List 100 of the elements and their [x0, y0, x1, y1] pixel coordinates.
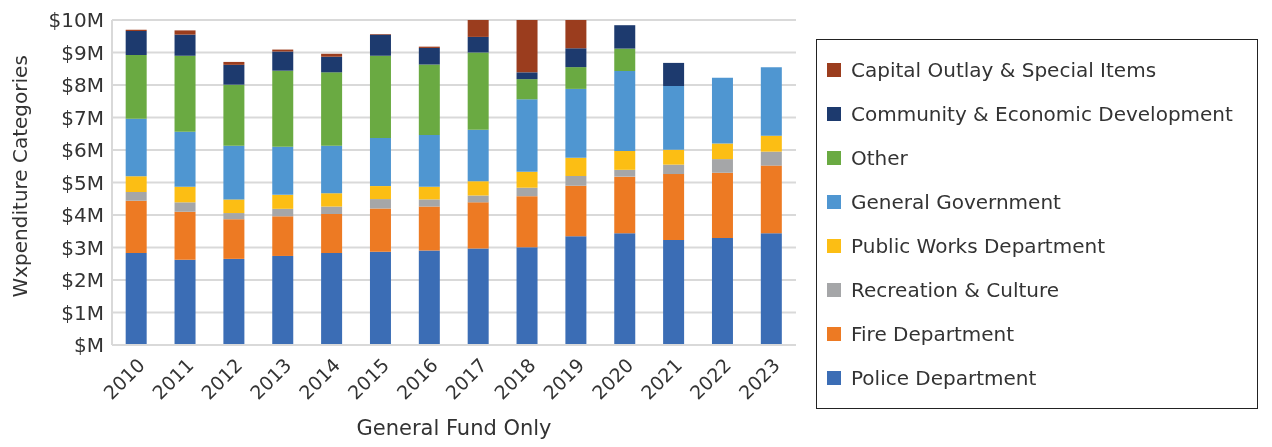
bar: [663, 62, 685, 86]
bar: [663, 240, 685, 345]
y-tick-label: $6M: [61, 138, 104, 163]
bar: [467, 129, 489, 182]
legend-label: Community & Economic Development: [851, 101, 1233, 126]
bar: [516, 99, 538, 172]
bar: [369, 199, 391, 209]
bar: [614, 71, 636, 151]
bar: [760, 151, 782, 166]
bar: [467, 36, 489, 53]
bar: [565, 67, 587, 89]
bar: [467, 181, 489, 196]
bar: [663, 149, 685, 165]
bar: [223, 84, 245, 146]
y-tick-label: $2M: [61, 268, 104, 293]
bar: [272, 255, 294, 345]
bar: [760, 67, 782, 136]
bar: [516, 171, 538, 188]
bar: [223, 61, 245, 65]
bar: [516, 196, 538, 248]
bar: [174, 259, 196, 345]
bar: [614, 150, 636, 170]
bar: [760, 135, 782, 152]
bar: [711, 238, 733, 345]
bar: [125, 118, 147, 177]
bar: [418, 186, 440, 200]
bar: [467, 20, 489, 37]
bar: [516, 79, 538, 100]
bar: [516, 72, 538, 80]
bar: [321, 206, 343, 215]
legend-label: Recreation & Culture: [851, 277, 1060, 302]
bar: [467, 52, 489, 130]
bar: [369, 186, 391, 200]
bar: [125, 253, 147, 345]
bar: [272, 208, 294, 217]
bar: [272, 70, 294, 147]
bar: [711, 159, 733, 173]
bar: [711, 77, 733, 144]
bar: [418, 250, 440, 345]
bar: [711, 172, 733, 239]
y-tick-label: $10M: [48, 8, 104, 33]
bar: [418, 206, 440, 251]
bar: [369, 137, 391, 187]
bar: [467, 248, 489, 345]
legend-label: Police Department: [851, 365, 1037, 390]
legend-label: Public Works Department: [851, 233, 1105, 258]
bar: [369, 251, 391, 345]
bar: [272, 51, 294, 71]
bar: [418, 47, 440, 65]
bar: [321, 72, 343, 146]
bar: [321, 145, 343, 194]
legend-label: Other: [851, 145, 908, 170]
bar: [760, 233, 782, 345]
bar: [614, 176, 636, 234]
y-tick-label: $4M: [61, 203, 104, 228]
bar: [223, 199, 245, 214]
y-tick-label: $M: [74, 333, 104, 358]
bar: [223, 213, 245, 220]
bar: [272, 146, 294, 195]
bar: [614, 233, 636, 345]
bar: [174, 34, 196, 56]
bar: [174, 202, 196, 212]
x-axis-title: General Fund Only: [356, 416, 552, 440]
bar: [467, 202, 489, 249]
bar: [418, 199, 440, 207]
bar: [711, 143, 733, 160]
bar: [418, 64, 440, 136]
legend-label: Fire Department: [851, 321, 1015, 346]
bar: [223, 219, 245, 259]
bar: [223, 258, 245, 345]
bar: [174, 30, 196, 35]
bar: [272, 216, 294, 256]
bar: [663, 164, 685, 175]
bar: [321, 56, 343, 73]
y-tick-label: $7M: [61, 105, 104, 130]
bar: [663, 85, 685, 150]
bar: [663, 174, 685, 241]
y-tick-label: $3M: [61, 235, 104, 260]
bar: [125, 191, 147, 201]
bar: [614, 25, 636, 49]
bar: [565, 157, 587, 176]
y-tick-label: $8M: [61, 73, 104, 98]
bar: [321, 193, 343, 207]
bar: [321, 214, 343, 254]
legend-label: General Government: [851, 189, 1061, 214]
bar: [516, 247, 538, 345]
bar: [321, 53, 343, 57]
bar: [369, 208, 391, 252]
bar: [614, 169, 636, 177]
bar: [418, 135, 440, 187]
bar: [272, 194, 294, 209]
bar: [125, 176, 147, 192]
bar: [565, 185, 587, 237]
bar: [174, 186, 196, 203]
bar: [760, 165, 782, 234]
bar: [174, 55, 196, 132]
bar: [223, 64, 245, 85]
bar: [321, 253, 343, 345]
bar: [125, 200, 147, 254]
bar: [565, 236, 587, 345]
